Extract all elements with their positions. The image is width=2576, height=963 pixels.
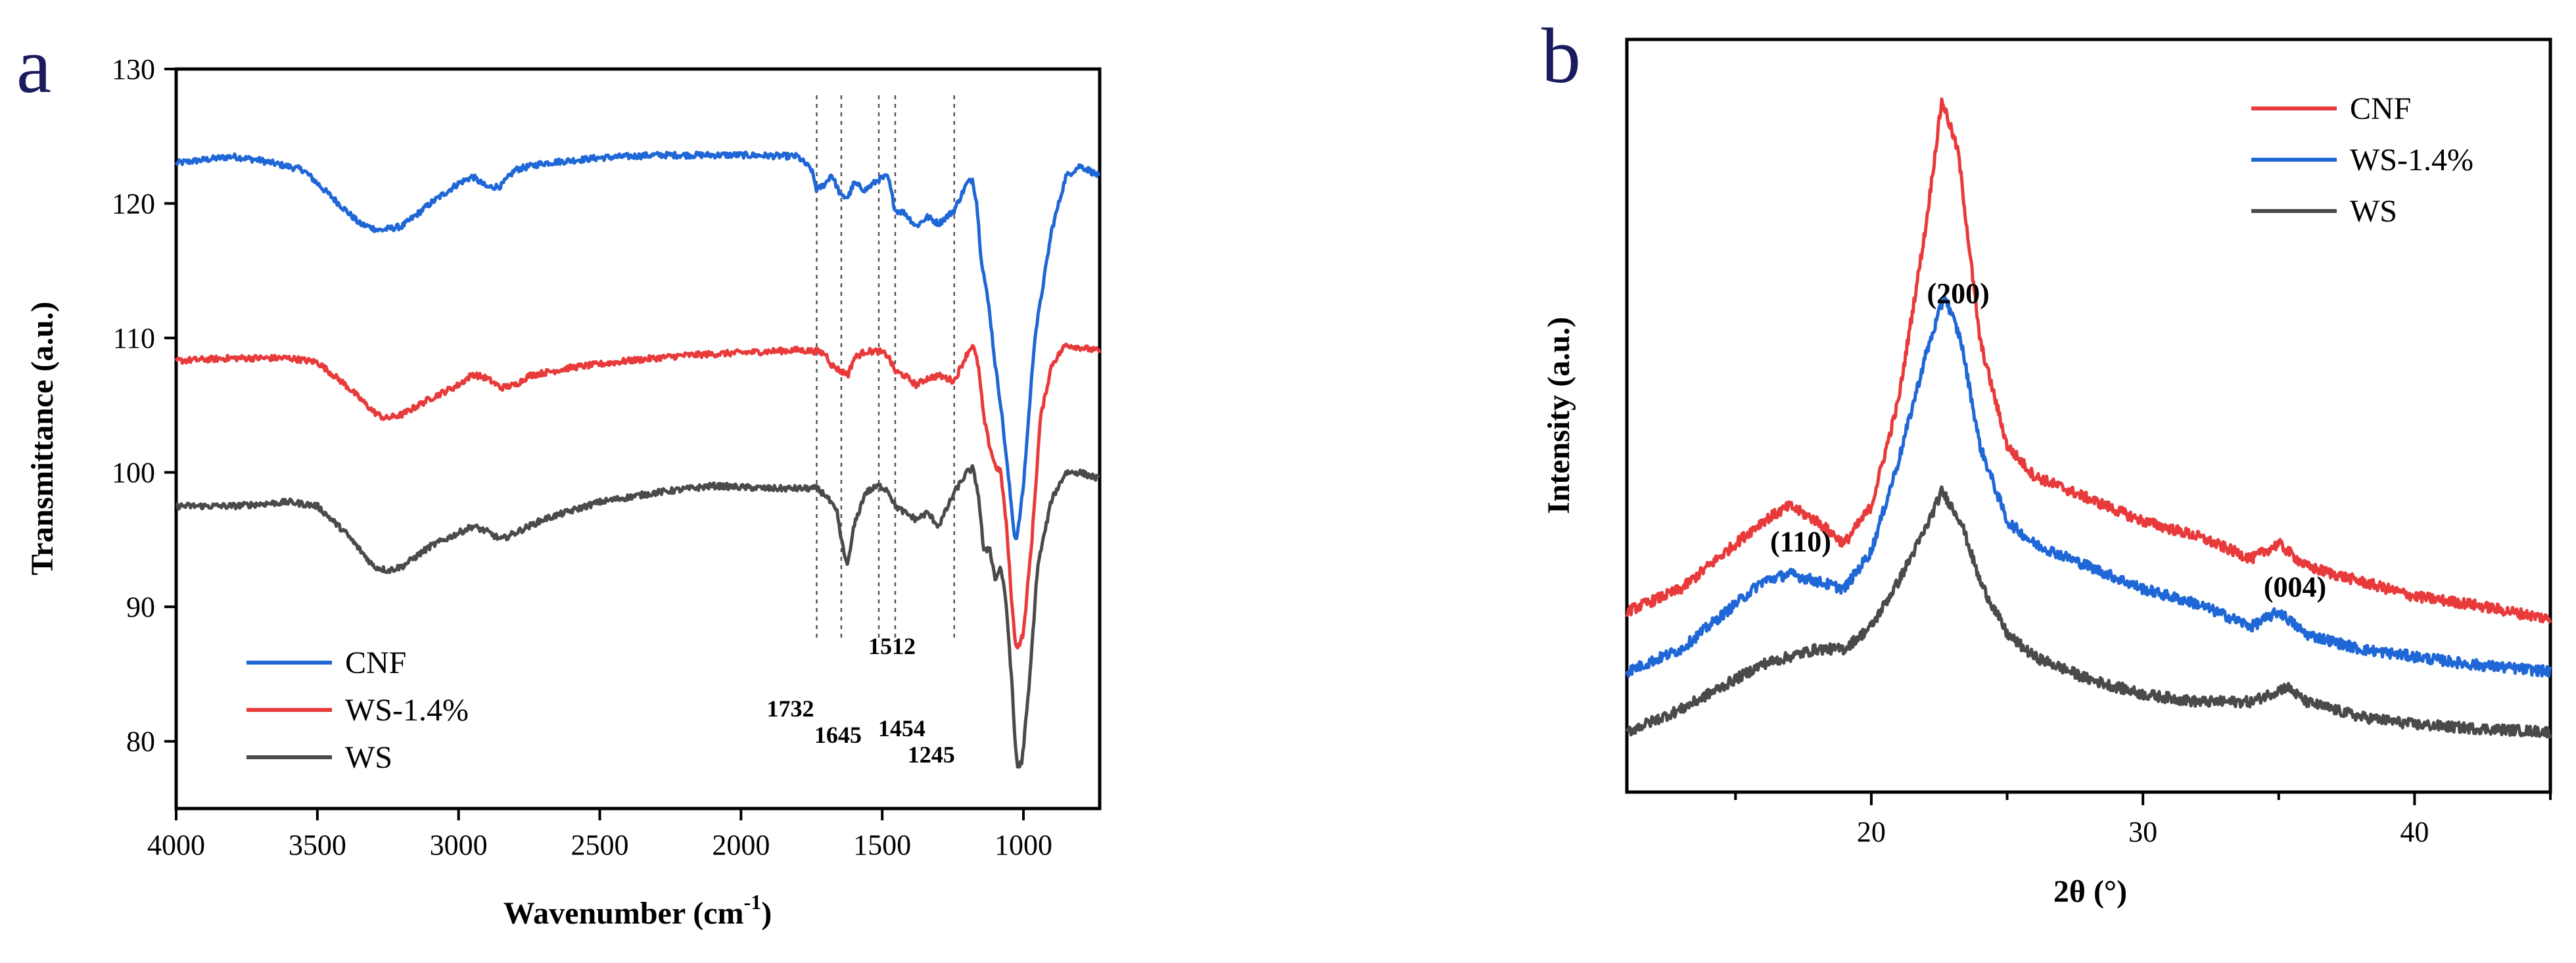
panel-a-x-tick-label: 2000 [712, 829, 770, 861]
peak-label-200: (200) [1927, 277, 1989, 310]
peak-label-110: (110) [1770, 526, 1831, 558]
panel-b-peak-labels: (110) (200) (004) [1770, 277, 2326, 603]
panel-a-chart: 4000 3500 3000 2500 2000 1500 1000 80 90 100 110 1… [25, 53, 1102, 931]
panel-a-x-tick-label: 1500 [853, 829, 911, 861]
panel-a-label: a [16, 22, 51, 109]
panel-b-chart: 20 30 40 (110) (200) (004) CNF WS-1.4% WS 2θ (… [1541, 37, 2552, 909]
panel-b-x-tick-label: 40 [2400, 816, 2429, 848]
panel-a-x-tick-label: 3500 [289, 829, 346, 861]
panel-a-frame [174, 67, 1102, 810]
series-line-ws [176, 464, 1100, 769]
legend-label-ws-1-4: WS-1.4% [345, 693, 469, 728]
panel-a-x-tick-label: 2500 [571, 829, 628, 861]
panel-a-legend: CNF WS-1.4% WS [246, 646, 469, 775]
series-line-ws-1-4 [174, 342, 1102, 650]
annotation-label-1245: 1245 [908, 741, 955, 768]
panel-a-series [174, 151, 1102, 769]
panel-b-x-tick-label: 20 [1857, 816, 1886, 848]
panel-b-y-axis-title: Intensity (a.u.) [1541, 317, 1576, 514]
panel-a-y-tick-label: 110 [113, 322, 155, 354]
series-line-cnf-xrd [1625, 97, 2552, 624]
series-line-ws-1-4-xrd [1625, 296, 2552, 678]
panel-a-y-tick-label: 120 [112, 188, 155, 220]
panel-a-x-axis-title: Wavenumber (cm-1) [503, 890, 772, 931]
legend-label-cnf-xrd: CNF [2350, 91, 2411, 126]
panel-a-x-axis: 4000 3500 3000 2500 2000 1500 1000 [147, 809, 1052, 861]
legend-label-cnf: CNF [345, 646, 406, 680]
legend-label-ws: WS [345, 740, 392, 775]
panel-b-frame [1625, 37, 2552, 794]
panel-b-x-axis-title: 2θ (°) [2053, 874, 2127, 909]
panel-a-y-axis-title: Transmittance (a.u.) [25, 302, 60, 575]
panel-a-y-axis: 80 90 100 110 120 130 [112, 53, 176, 758]
annotation-label-1645: 1645 [814, 722, 862, 748]
series-line-cnf [174, 151, 1101, 540]
panel-a-y-tick-label: 100 [112, 457, 155, 489]
panel-b-label: b [1541, 12, 1581, 99]
panel-a-x-tick-label: 4000 [147, 829, 205, 861]
peak-label-004: (004) [2264, 571, 2326, 603]
legend-label-ws-1-4-xrd: WS-1.4% [2350, 143, 2473, 177]
annotation-label-1454: 1454 [878, 715, 925, 741]
panel-a-y-tick-label: 80 [126, 726, 155, 758]
panel-b-x-tick-label: 30 [2128, 816, 2157, 848]
legend-label-ws-xrd: WS [2350, 194, 2397, 229]
annotation-label-1732: 1732 [766, 695, 814, 722]
panel-b-x-axis: 20 30 40 [1734, 792, 2552, 848]
series-line-ws-xrd [1625, 485, 2552, 739]
panel-a-y-tick-label: 90 [126, 591, 155, 623]
panel-b-series [1625, 97, 2552, 739]
panel-a-x-tick-label: 1000 [995, 829, 1052, 861]
panel-b-legend: CNF WS-1.4% WS [2251, 91, 2473, 229]
panel-a-x-tick-label: 3000 [430, 829, 488, 861]
annotation-label-1512: 1512 [868, 633, 916, 659]
panel-a-y-tick-label: 130 [112, 53, 155, 85]
